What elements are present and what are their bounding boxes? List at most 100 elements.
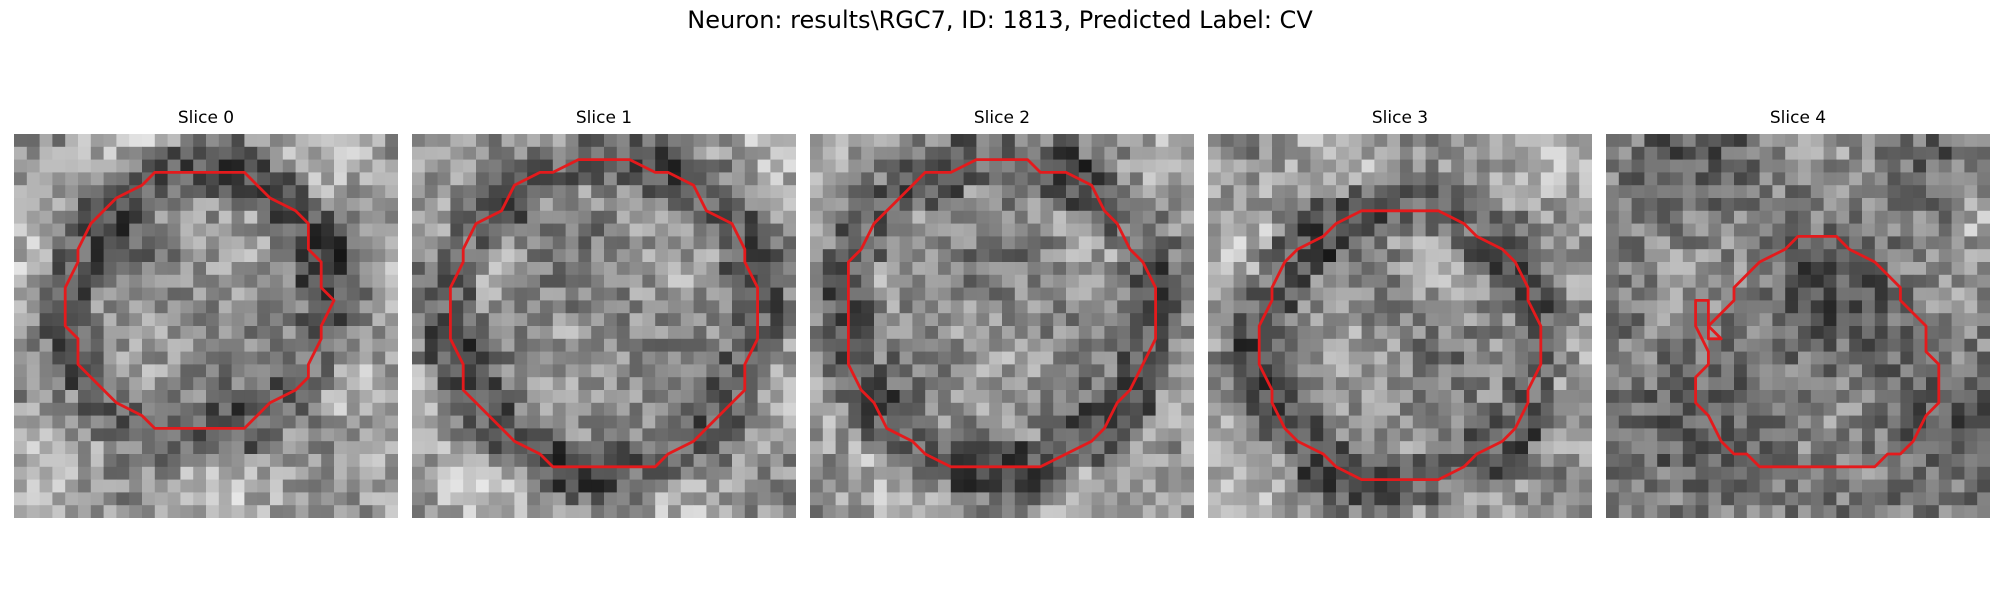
pixel (154, 364, 168, 378)
pixel (1670, 492, 1684, 506)
pixel (1849, 274, 1863, 288)
pixel (1964, 210, 1978, 224)
pixel (412, 364, 426, 378)
pixel (270, 505, 284, 518)
pixel (886, 428, 900, 442)
pixel (1836, 326, 1850, 340)
pixel (1155, 198, 1169, 212)
pixel (1657, 300, 1671, 314)
pixel (385, 313, 398, 327)
pixel (1091, 377, 1105, 391)
pixel (437, 262, 451, 276)
pixel (1438, 351, 1452, 365)
pixel (1887, 402, 1901, 416)
pixel (1708, 415, 1722, 429)
pixel (938, 505, 952, 518)
pixel (1259, 364, 1273, 378)
pixel (90, 466, 104, 480)
pixel (1913, 249, 1927, 263)
pixel (1502, 441, 1516, 455)
pixel (604, 454, 618, 468)
pixel (540, 172, 554, 186)
pixel (963, 377, 977, 391)
pixel (810, 402, 824, 416)
pixel (295, 262, 309, 276)
pixel (578, 274, 592, 288)
pixel (1823, 236, 1837, 250)
pixel (861, 134, 875, 148)
pixel (450, 479, 464, 493)
pixel (989, 249, 1003, 263)
pixel (1066, 415, 1080, 429)
pixel (950, 210, 964, 224)
pixel (1810, 351, 1824, 365)
pixel (129, 262, 143, 276)
pixel (308, 390, 322, 404)
pixel (1387, 441, 1401, 455)
pixel (1823, 210, 1837, 224)
pixel (26, 159, 40, 173)
pixel (1746, 492, 1760, 506)
pixel (616, 146, 630, 160)
pixel (476, 415, 490, 429)
pixel (206, 377, 220, 391)
pixel (514, 185, 528, 199)
pixel (488, 262, 502, 276)
pixel (1644, 274, 1658, 288)
pixel (270, 172, 284, 186)
pixel (1091, 172, 1105, 186)
pixel (1502, 262, 1516, 276)
pixel (1284, 326, 1298, 340)
pixel (616, 210, 630, 224)
pixel (514, 428, 528, 442)
pixel (1670, 479, 1684, 493)
pixel (732, 185, 746, 199)
pixel (835, 159, 849, 173)
pixel (1233, 415, 1247, 429)
pixel (732, 198, 746, 212)
pixel (1374, 134, 1388, 148)
pixel (1657, 236, 1671, 250)
pixel (848, 210, 862, 224)
pixel (1425, 287, 1439, 301)
pixel (1438, 223, 1452, 237)
pixel (154, 198, 168, 212)
pixel (1117, 351, 1131, 365)
pixel (1798, 249, 1812, 263)
pixel (744, 326, 758, 340)
pixel (1476, 402, 1490, 416)
pixel (39, 479, 53, 493)
pixel (1772, 134, 1786, 148)
pixel (1489, 198, 1503, 212)
pixel (706, 338, 720, 352)
pixel (1618, 402, 1632, 416)
pixel (540, 274, 554, 288)
pixel (1272, 134, 1286, 148)
pixel (1785, 479, 1799, 493)
pixel (744, 185, 758, 199)
pixel (437, 185, 451, 199)
pixel (1181, 441, 1194, 455)
pixel (321, 210, 335, 224)
pixel (424, 134, 438, 148)
pixel (899, 249, 913, 263)
pixel (501, 134, 515, 148)
pixel (1977, 402, 1990, 416)
pixel (270, 415, 284, 429)
pixel (1670, 377, 1684, 391)
pixel (629, 402, 643, 416)
pixel (1579, 492, 1592, 506)
pixel (668, 159, 682, 173)
pixel (1400, 249, 1414, 263)
pixel (629, 415, 643, 429)
pixel (1862, 402, 1876, 416)
pixel (14, 198, 28, 212)
pixel (616, 287, 630, 301)
pixel (193, 262, 207, 276)
pixel (1849, 415, 1863, 429)
pixel (642, 223, 656, 237)
pixel (578, 249, 592, 263)
pixel (450, 159, 464, 173)
pixel (732, 338, 746, 352)
pixel (1233, 505, 1247, 518)
